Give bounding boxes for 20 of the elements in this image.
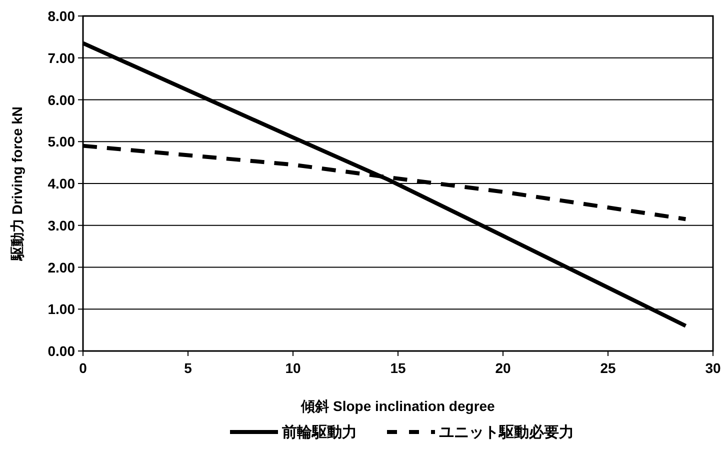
x-tick-label: 20 bbox=[495, 360, 511, 376]
legend-label: ユニット駆動必要力 bbox=[439, 424, 574, 441]
y-tick-label: 2.00 bbox=[48, 259, 76, 276]
y-tick-label: 4.00 bbox=[48, 176, 76, 192]
x-tick-label: 0 bbox=[79, 360, 88, 376]
y-tick-label: 7.00 bbox=[48, 50, 76, 66]
y-tick-label: 1.00 bbox=[48, 301, 76, 318]
x-tick-label: 10 bbox=[285, 360, 301, 376]
y-tick-label: 5.00 bbox=[48, 134, 76, 150]
y-tick-label: 6.00 bbox=[48, 92, 76, 108]
y-tick-label: 3.00 bbox=[48, 217, 76, 234]
y-tick-label: 0.00 bbox=[48, 343, 76, 359]
x-tick-label: 30 bbox=[705, 360, 721, 376]
legend-label: 前輪駆動力 bbox=[281, 424, 357, 441]
x-axis-title: 傾斜 Slope inclination degree bbox=[300, 398, 496, 414]
y-tick-label: 8.00 bbox=[48, 8, 76, 24]
x-tick-label: 5 bbox=[184, 360, 192, 376]
x-tick-label: 15 bbox=[390, 360, 406, 376]
x-tick-label: 25 bbox=[600, 360, 616, 376]
y-axis-title: 駆動力 Driving force kN bbox=[9, 106, 25, 262]
